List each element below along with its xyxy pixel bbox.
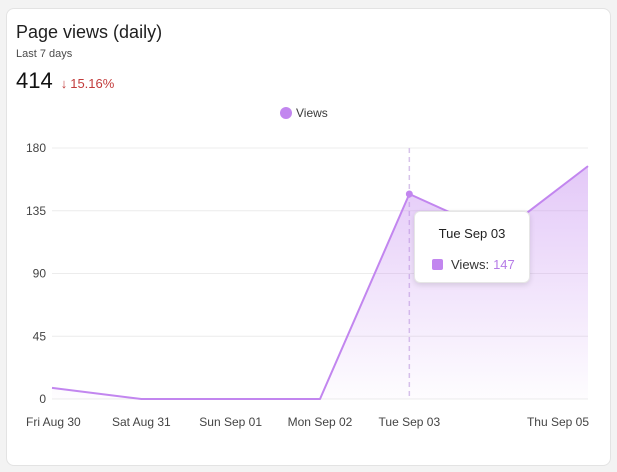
tooltip-swatch	[432, 259, 443, 270]
y-tick-label: 135	[26, 204, 46, 218]
x-tick-label: Sun Sep 01	[199, 415, 262, 429]
x-tick-label: Mon Sep 02	[288, 415, 353, 429]
y-tick-label: 180	[26, 141, 46, 155]
tooltip-title: Tue Sep 03	[438, 226, 506, 241]
chart-title: Page views (daily)	[16, 22, 163, 42]
legend-label-views: Views	[296, 106, 328, 120]
legend-swatch-views	[280, 107, 292, 119]
chart-legend[interactable]: Views	[280, 106, 328, 120]
x-tick-label: Sat Aug 31	[112, 415, 171, 429]
x-tick-label: Thu Sep 05	[527, 415, 589, 429]
x-tick-label: Tue Sep 03	[379, 415, 441, 429]
tooltip-value: 147	[493, 257, 515, 272]
x-tick-label: Fri Aug 30	[26, 415, 81, 429]
tooltip-series-label: Views:	[451, 257, 490, 272]
y-tick-label: 90	[33, 267, 47, 281]
y-axis-ticks: 0 45 90 135 180	[26, 141, 46, 406]
kpi-summary: 414 ↓ 15.16%	[16, 68, 114, 94]
kpi-value: 414	[16, 68, 53, 93]
x-axis-ticks: Fri Aug 30 Sat Aug 31 Sun Sep 01 Mon Sep 02…	[26, 415, 589, 429]
tooltip-row: Views: 147	[432, 257, 515, 272]
highlight-point[interactable]	[405, 190, 413, 198]
kpi-delta: ↓ 15.16%	[61, 76, 115, 91]
chart-tooltip: Tue Sep 03 Views: 147	[414, 211, 530, 283]
y-tick-label: 45	[33, 329, 47, 343]
y-tick-label: 0	[39, 392, 46, 406]
kpi-delta-value: 15.16%	[70, 76, 115, 91]
arrow-down-icon: ↓	[60, 76, 68, 91]
chart-subtitle: Last 7 days	[16, 48, 73, 60]
